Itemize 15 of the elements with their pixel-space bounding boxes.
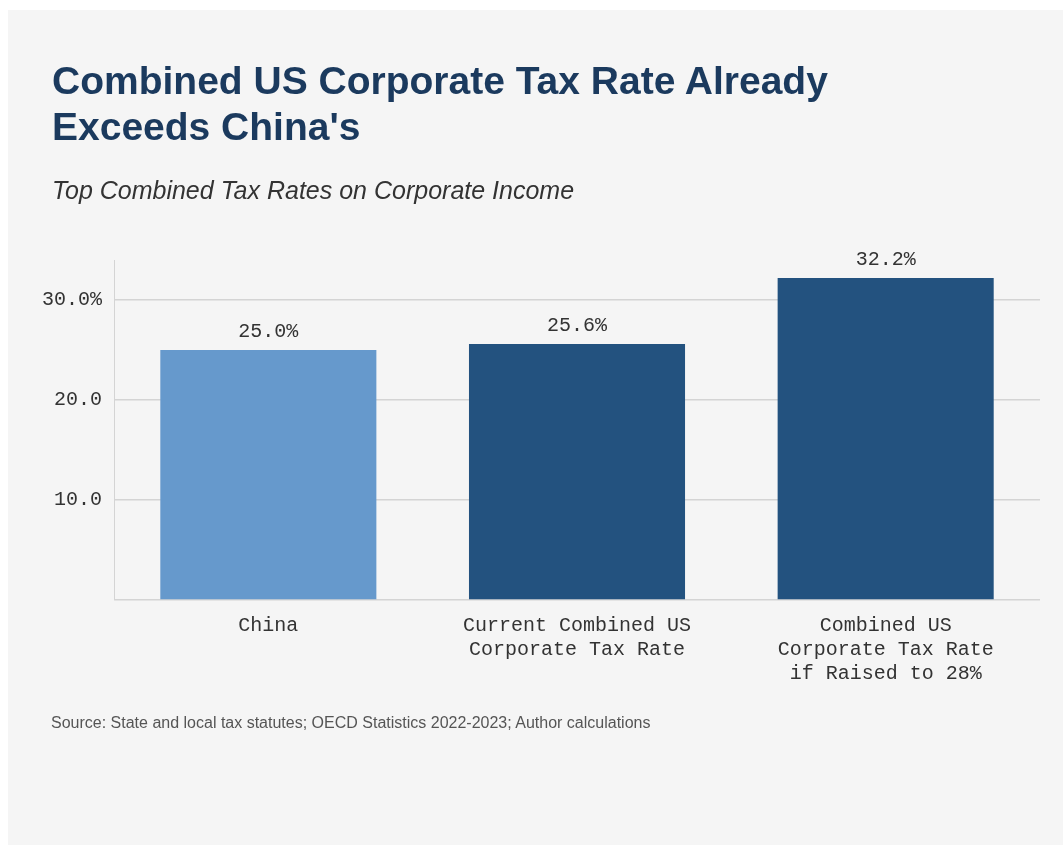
bar: [160, 350, 377, 600]
y-tick-label: 10.0: [53, 488, 103, 512]
bar: [468, 344, 686, 600]
bar: [777, 278, 994, 600]
chart-title: Combined US Corporate Tax Rate Already Exceeds China's: [52, 58, 829, 150]
data-label: 32.2%: [855, 248, 917, 272]
x-tick-label: China: [238, 614, 299, 638]
x-tick-label: Combined US Corporate Tax Rate if Raised to 28%: [777, 614, 994, 686]
chart-subtitle: Top Combined Tax Rates on Corporate Income: [52, 176, 575, 205]
data-label: 25.6%: [547, 314, 608, 338]
data-label: 25.0%: [238, 320, 300, 344]
x-tick-label: Current Combined US Corporate Tax Rate: [462, 614, 692, 662]
y-tick-label: 30.0%: [41, 288, 103, 312]
y-tick-label: 20.0: [53, 388, 103, 412]
source-note: Source: State and local tax statutes; OECD Statistics 2022-2023; Author calculations: [51, 713, 652, 733]
